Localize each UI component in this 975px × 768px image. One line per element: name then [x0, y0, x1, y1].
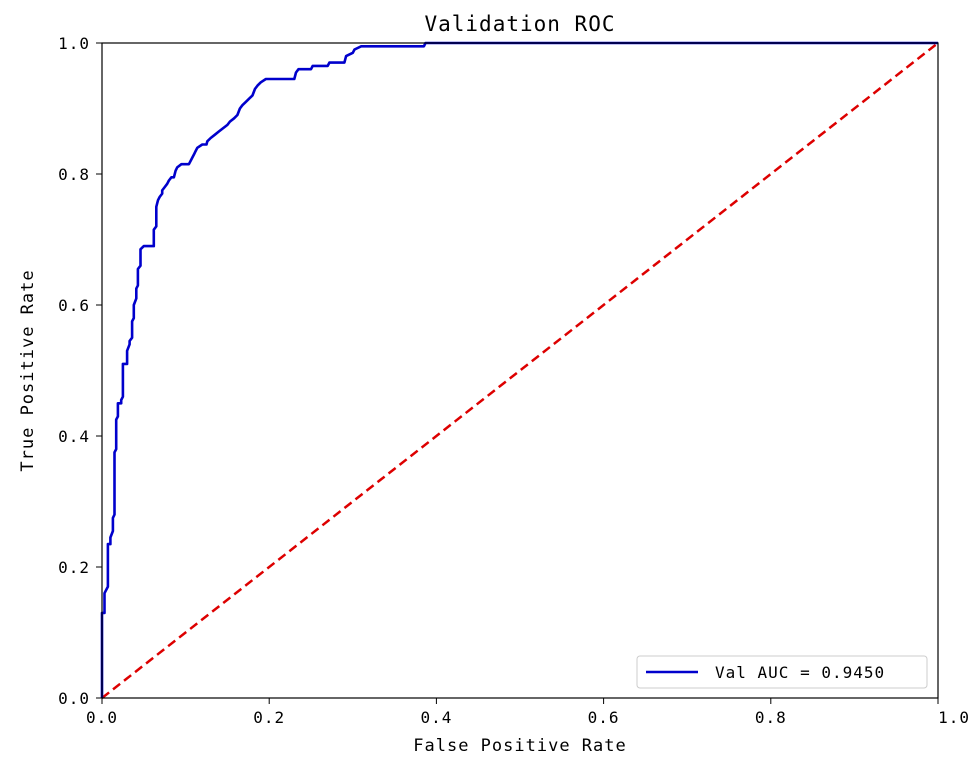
roc-curve-line [100, 41, 938, 698]
y-axis-ticks: 0.0 0.2 0.4 0.6 0.8 1.0 [58, 34, 102, 708]
x-axis-label: False Positive Rate [413, 736, 626, 756]
plot-frame [101, 42, 939, 699]
x-tick-label: 0.4 [420, 708, 452, 727]
y-tick-label: 0.8 [58, 165, 90, 184]
x-tick-label: 0.0 [86, 708, 118, 727]
y-tick-label: 0.2 [58, 558, 90, 577]
y-axis-label: True Positive Rate [18, 269, 38, 471]
x-tick-label: 0.2 [253, 708, 285, 727]
chance-diagonal-line [101, 42, 939, 699]
x-tick-label: 0.6 [588, 708, 620, 727]
x-tick-label: 1.0 [938, 708, 970, 727]
x-axis-ticks: 0.0 0.2 0.4 0.6 0.8 1.0 [86, 698, 970, 727]
y-tick-label: 0.4 [58, 427, 90, 446]
legend-label-val-auc: Val AUC = 0.9450 [715, 663, 885, 682]
y-tick-label: 0.0 [58, 689, 90, 708]
series-layer [100, 41, 939, 699]
chart-title: Validation ROC [424, 12, 615, 36]
y-tick-label: 1.0 [58, 34, 90, 53]
y-tick-label: 0.6 [58, 296, 90, 315]
legend-box [636, 655, 928, 689]
legend: Val AUC = 0.9450 [636, 655, 928, 689]
x-tick-label: 0.8 [755, 708, 787, 727]
